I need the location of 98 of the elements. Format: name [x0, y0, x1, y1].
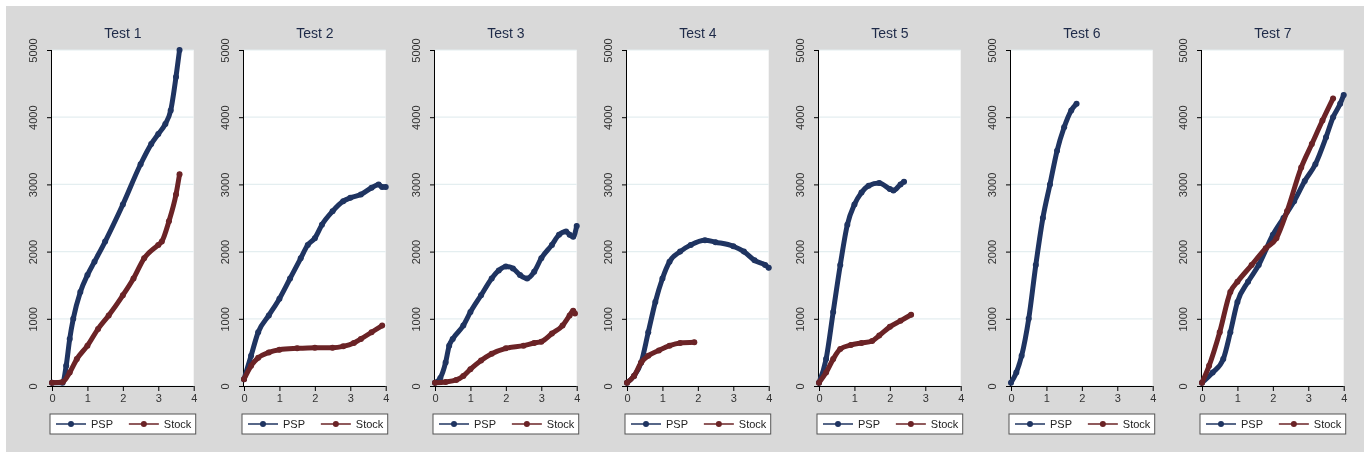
x-tick-label: 3 [730, 391, 737, 404]
y-tick-label: 0 [218, 383, 231, 390]
chart-title: Test 6 [1062, 25, 1101, 41]
y-tick-label: 4000 [27, 105, 39, 130]
y-tick-label: 4000 [985, 105, 998, 130]
legend-label: PSP [857, 418, 880, 430]
x-tick-label: 0 [1008, 391, 1015, 404]
y-tick-label: 1000 [218, 307, 231, 332]
y-tick-label: 1000 [985, 307, 998, 332]
x-tick-label: 0 [241, 391, 248, 404]
x-tick-label: 0 [816, 391, 823, 404]
y-tick-label: 4000 [218, 105, 231, 130]
x-tick-label: 2 [695, 391, 702, 404]
x-tick-label: 1 [851, 391, 858, 404]
y-tick-label: 0 [602, 383, 615, 390]
x-tick-label: 1 [276, 391, 283, 404]
y-tick-label: 5000 [985, 38, 998, 63]
x-tick-label: 1 [468, 391, 475, 404]
y-tick-label: 1000 [410, 307, 423, 332]
y-tick-label: 1000 [1177, 307, 1190, 332]
y-tick-label: 4000 [1177, 105, 1190, 130]
x-tick-label: 3 [922, 391, 929, 404]
y-tick-label: 2000 [1177, 239, 1190, 265]
y-tick-label: 4000 [410, 105, 423, 130]
x-tick-label: 1 [1043, 391, 1050, 404]
y-tick-label: 2000 [218, 239, 231, 265]
y-tick-label: 0 [410, 383, 423, 390]
y-tick-label: 1000 [793, 307, 806, 332]
legend-label: PSP [474, 418, 497, 430]
y-tick-label: 2000 [27, 239, 39, 265]
x-tick-label: 3 [1114, 391, 1121, 404]
y-tick-label: 3000 [602, 172, 615, 198]
x-tick-label: 0 [624, 391, 631, 404]
y-tick-label: 5000 [27, 38, 39, 63]
chart-title: Test 1 [104, 25, 142, 41]
x-tick-label: 2 [312, 391, 319, 404]
x-tick-label: 4 [766, 391, 773, 404]
legend-label: PSP [282, 418, 305, 430]
y-tick-label: 2000 [410, 239, 423, 265]
y-tick-label: 0 [27, 383, 39, 390]
x-tick-label: 0 [432, 391, 439, 404]
x-tick-label: 4 [574, 391, 581, 404]
x-tick-label: 1 [660, 391, 667, 404]
y-tick-label: 5000 [410, 38, 423, 63]
legend-label: PSP [666, 418, 689, 430]
y-tick-label: 5000 [793, 38, 806, 63]
legend-label: PSP [1049, 418, 1072, 430]
legend-label: Stock [163, 418, 192, 430]
y-tick-label: 1000 [27, 307, 39, 332]
x-tick-label: 2 [1270, 391, 1277, 404]
chart-title: Test 4 [679, 25, 717, 41]
chart-title: Test 5 [871, 25, 909, 41]
y-tick-label: 2000 [602, 239, 615, 265]
y-tick-label: 3000 [793, 172, 806, 198]
x-tick-label: 3 [539, 391, 546, 404]
x-tick-label: 4 [191, 391, 198, 404]
y-tick-label: 3000 [410, 172, 423, 198]
legend-label: PSP [91, 418, 114, 430]
y-tick-label: 0 [793, 383, 806, 390]
x-tick-label: 0 [49, 391, 56, 404]
y-tick-label: 1000 [602, 307, 615, 332]
y-tick-label: 3000 [27, 172, 39, 198]
y-tick-label: 4000 [793, 105, 806, 130]
x-tick-label: 2 [887, 391, 894, 404]
x-tick-label: 1 [1235, 391, 1242, 404]
y-tick-label: 2000 [793, 239, 806, 265]
chart-title: Test 2 [295, 25, 334, 41]
y-tick-label: 5000 [602, 38, 615, 63]
x-tick-label: 4 [958, 391, 965, 404]
y-tick-label: 3000 [985, 172, 998, 198]
x-tick-label: 4 [382, 391, 389, 404]
y-tick-label: 5000 [1177, 38, 1190, 63]
y-tick-label: 2000 [985, 239, 998, 265]
y-tick-label: 3000 [1177, 172, 1190, 198]
y-tick-label: 0 [1177, 383, 1190, 390]
x-tick-label: 1 [84, 391, 91, 404]
y-tick-label: 5000 [218, 38, 231, 63]
x-tick-label: 0 [1199, 391, 1206, 404]
chart-title: Test 7 [1254, 25, 1293, 41]
x-tick-label: 2 [1078, 391, 1085, 404]
x-tick-label: 2 [120, 391, 127, 404]
x-tick-label: 4 [1341, 391, 1348, 404]
x-tick-label: 2 [503, 391, 510, 404]
legend-label: Stock [739, 418, 768, 430]
legend-label: Stock [930, 418, 959, 430]
legend-label: Stock [1314, 418, 1343, 430]
legend-label: Stock [355, 418, 384, 430]
x-tick-label: 3 [1306, 391, 1313, 404]
x-tick-label: 3 [347, 391, 354, 404]
x-tick-label: 3 [155, 391, 162, 404]
x-tick-label: 4 [1149, 391, 1156, 404]
chart-title: Test 3 [487, 25, 526, 41]
legend-label: Stock [547, 418, 576, 430]
y-tick-label: 3000 [218, 172, 231, 198]
legend-label: PSP [1241, 418, 1264, 430]
y-tick-label: 0 [985, 383, 998, 390]
legend-label: Stock [1122, 418, 1151, 430]
y-tick-label: 4000 [602, 105, 615, 130]
